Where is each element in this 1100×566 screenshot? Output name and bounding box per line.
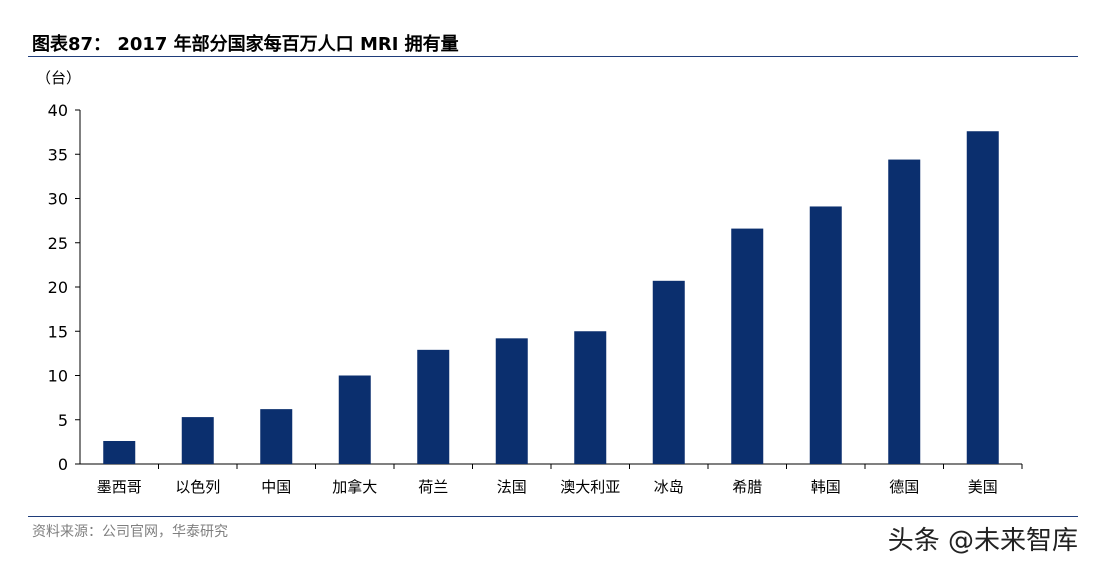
source-note: 资料来源：公司官网，华泰研究 [32, 524, 228, 540]
bar [731, 228, 764, 464]
bar [888, 159, 921, 464]
x-tick-label: 美国 [968, 478, 998, 496]
bar [574, 331, 607, 464]
x-tick-label: 墨西哥 [97, 478, 142, 496]
y-tick-label: 40 [48, 101, 68, 120]
bottom-divider [28, 516, 1078, 517]
x-tick-label: 希腊 [732, 478, 762, 496]
bar [966, 131, 999, 465]
x-tick-label: 法国 [497, 478, 527, 496]
bar [417, 349, 450, 464]
y-tick-label: 10 [48, 367, 68, 386]
x-tick-label: 加拿大 [332, 478, 377, 496]
x-tick-label: 澳大利亚 [560, 478, 620, 496]
x-tick-label: 中国 [261, 478, 291, 496]
bar [260, 409, 293, 464]
y-tick-label: 35 [48, 145, 68, 164]
y-tick-label: 30 [48, 190, 68, 209]
bar [338, 375, 371, 464]
y-tick-label: 20 [48, 278, 68, 297]
bar [809, 206, 842, 464]
y-tick-label: 0 [58, 455, 68, 474]
x-tick-label: 韩国 [811, 478, 841, 496]
top-divider [28, 56, 1078, 57]
y-tick-label: 25 [48, 234, 68, 253]
x-tick-label: 冰岛 [654, 478, 684, 496]
bars [103, 131, 999, 465]
y-axis-unit: （台） [36, 69, 81, 87]
chart-title: 图表87： 2017 年部分国家每百万人口 MRI 拥有量 [32, 34, 459, 55]
axes [75, 109, 1023, 469]
x-tick-label: 荷兰 [418, 478, 448, 496]
watermark: 头条 @未来智库 [887, 526, 1078, 556]
bar [103, 440, 136, 464]
x-tick-label: 以色列 [175, 478, 220, 496]
y-tick-label: 5 [58, 411, 68, 430]
bar [495, 338, 528, 464]
x-tick-label: 德国 [889, 478, 919, 496]
labels: 0 5 10 15 20 25 30 35 40 （台） 墨西哥 以色列 中国 加拿大 荷兰 法国 澳大利亚 冰岛… [36, 69, 998, 496]
bar [181, 417, 214, 464]
bar [652, 280, 685, 464]
y-tick-label: 15 [48, 322, 68, 341]
